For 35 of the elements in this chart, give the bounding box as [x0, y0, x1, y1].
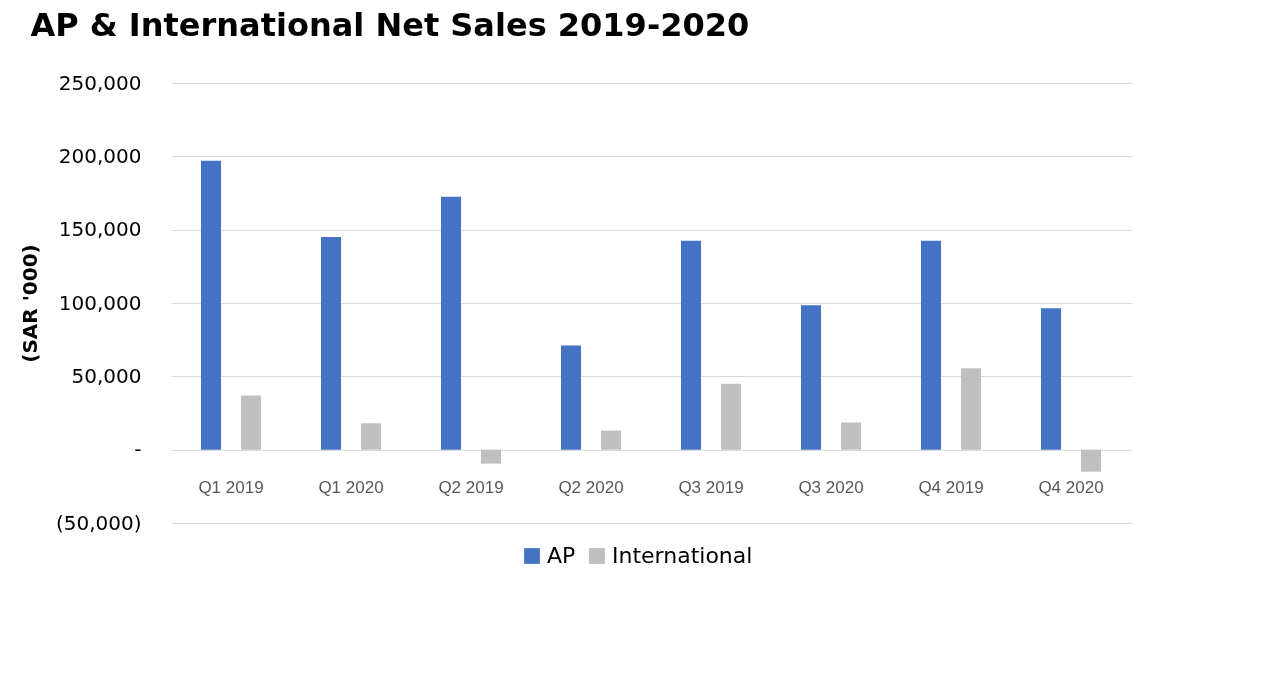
chart-title: AP & International Net Sales 2019-2020 — [30, 6, 750, 44]
bar — [1081, 449, 1101, 472]
x-tick-label: Q2 2020 — [558, 478, 624, 498]
y-tick-label: (50,000) — [55, 510, 142, 535]
bar — [921, 240, 941, 450]
y-tick-label: 50,000 — [71, 363, 142, 388]
bar — [841, 422, 861, 450]
bar — [1041, 308, 1061, 450]
bar — [561, 345, 581, 450]
y-tick-label: - — [134, 437, 142, 462]
x-tick-label: Q3 2020 — [798, 478, 864, 498]
x-tick-label: Q1 2019 — [198, 478, 264, 498]
x-tick-label: Q4 2020 — [1038, 478, 1104, 498]
x-tick-label: Q1 2020 — [318, 478, 384, 498]
bar — [361, 423, 381, 450]
bar — [721, 383, 741, 450]
legend-label: AP — [547, 543, 576, 568]
legend-label: International — [612, 543, 753, 568]
bar — [801, 305, 821, 450]
bar — [601, 430, 621, 450]
y-tick-label: 200,000 — [58, 143, 142, 168]
y-tick-label: 100,000 — [58, 290, 142, 315]
bar — [441, 196, 461, 450]
bar — [481, 449, 501, 464]
x-tick-label: Q4 2019 — [918, 478, 984, 498]
x-tick-label: Q2 2019 — [438, 478, 504, 498]
bar — [241, 395, 261, 450]
bar — [321, 237, 341, 450]
y-tick-label: 250,000 — [58, 70, 142, 95]
bar — [681, 240, 701, 450]
bar — [961, 368, 981, 450]
bar — [201, 160, 221, 450]
y-tick-label: 150,000 — [58, 217, 142, 242]
y-axis-title: (SAR '000) — [17, 244, 42, 363]
x-tick-label: Q3 2019 — [678, 478, 744, 498]
